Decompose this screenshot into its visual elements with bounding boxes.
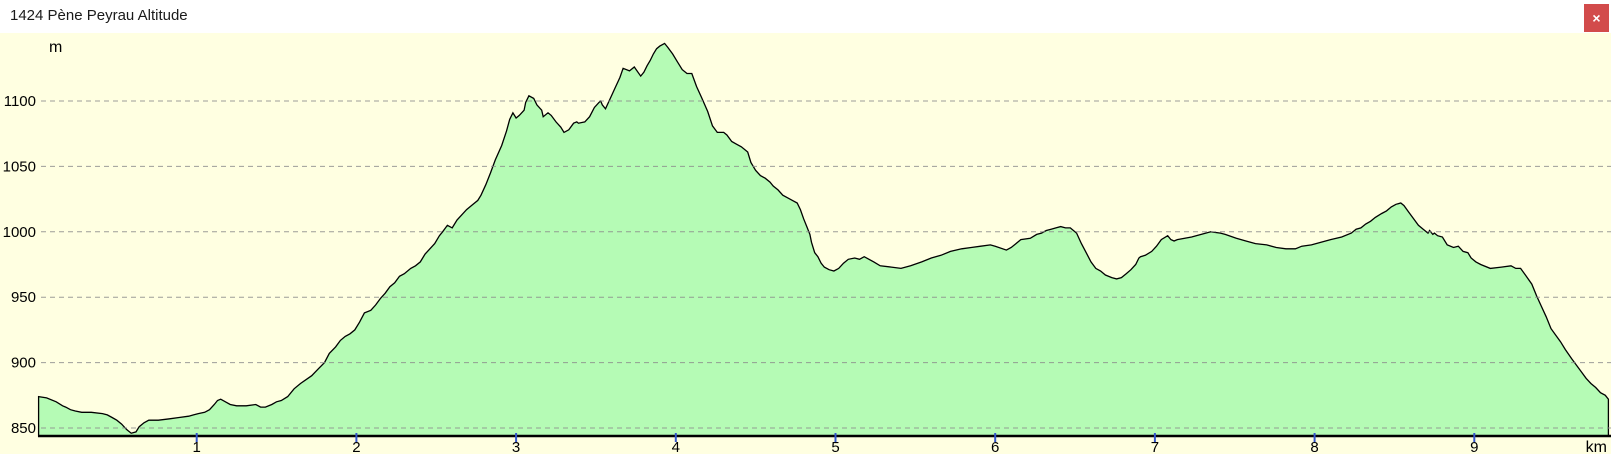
x-tick-label-4: 4 (672, 439, 680, 454)
y-tick-label-900: 900 (11, 355, 36, 372)
x-tick-label-2: 2 (352, 439, 360, 454)
x-tick-label-8: 8 (1310, 439, 1318, 454)
x-axis-ticks (195, 433, 1476, 442)
y-axis-labels: 850 900 950 1000 1050 1100 (3, 93, 36, 437)
x-unit-label: km (1586, 439, 1607, 454)
y-tick-label-950: 950 (11, 289, 36, 306)
y-tick-label-1000: 1000 (3, 224, 36, 241)
window-title: 1424 Pène Peyrau Altitude (10, 7, 188, 24)
elevation-area (37, 42, 1610, 437)
y-tick-label-1100: 1100 (4, 93, 36, 110)
title-bar: 1424 Pène Peyrau Altitude × (0, 0, 1611, 33)
x-tick-label-7: 7 (1151, 439, 1159, 454)
y-unit-label: m (49, 39, 62, 56)
x-tick-label-1: 1 (193, 439, 201, 454)
y-tick-label-1050: 1050 (3, 158, 36, 175)
x-axis-labels: 1 2 3 4 5 6 7 8 9 (193, 439, 1479, 454)
y-gridlines (41, 100, 1611, 429)
x-tick-label-9: 9 (1470, 439, 1478, 454)
close-button[interactable]: × (1584, 4, 1609, 32)
y-tick-label-850: 850 (11, 420, 36, 437)
x-tick-label-5: 5 (831, 439, 839, 454)
close-icon: × (1592, 10, 1601, 26)
x-tick-label-6: 6 (991, 439, 999, 454)
x-tick-label-3: 3 (512, 439, 520, 454)
